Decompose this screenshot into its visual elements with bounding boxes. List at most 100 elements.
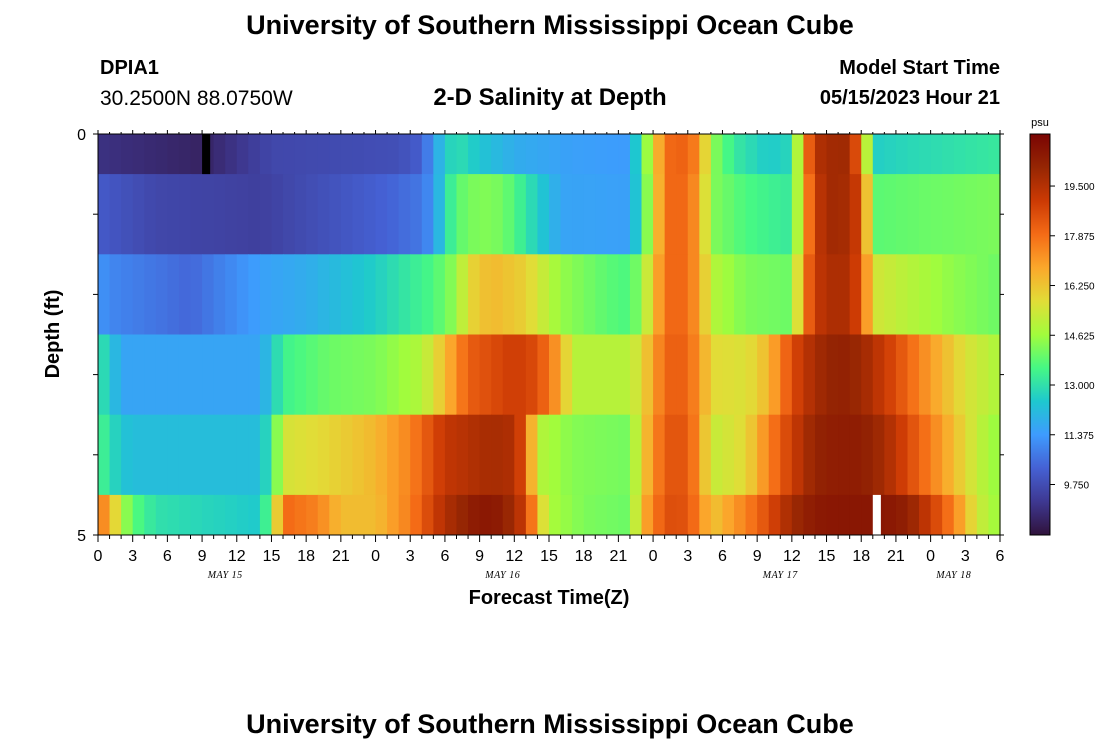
heatmap-cell (352, 414, 365, 496)
heatmap-cell (525, 174, 539, 255)
heatmap-cell (225, 494, 238, 536)
x-tick-label: 9 (753, 548, 762, 565)
heatmap-cell (537, 254, 550, 335)
heatmap-cell (363, 414, 377, 496)
heatmap-cell (421, 414, 434, 496)
heatmap-cell (155, 334, 168, 416)
heatmap-cell (653, 174, 666, 255)
heatmap-cell (629, 254, 643, 335)
heatmap-cell (803, 334, 816, 416)
heatmap-cell (352, 134, 365, 175)
heatmap-cell (398, 174, 411, 255)
heatmap-cell (549, 494, 562, 536)
heatmap-cell (953, 174, 966, 255)
heatmap-cell (144, 414, 157, 496)
heatmap-cell (895, 254, 909, 335)
heatmap-cell (202, 174, 215, 255)
chart-axes: Depth (ft) Forecast Time(Z) 0 3 6 9 12 15 18 21… (42, 127, 1005, 609)
heatmap-cell (456, 414, 469, 496)
heatmap-cell (895, 174, 909, 255)
heatmap-cell (225, 134, 238, 175)
heatmap-cell (849, 414, 862, 496)
heatmap-cell (109, 254, 122, 335)
heatmap-cell (629, 414, 643, 496)
heatmap-cell (259, 334, 273, 416)
heatmap-cell (329, 414, 342, 496)
heatmap-cell (340, 494, 354, 536)
heatmap-cell (676, 134, 689, 175)
heatmap-cell (734, 334, 747, 416)
heatmap-cell (757, 134, 770, 175)
heatmap-cell (144, 494, 157, 536)
heatmap-cell (421, 174, 434, 255)
heatmap-cell (606, 494, 619, 536)
colorbar-tick-label: 11.375 (1064, 431, 1094, 442)
heatmap-cell (202, 414, 215, 496)
heatmap-cell (768, 334, 781, 416)
x-tick-label: 9 (198, 548, 207, 565)
heatmap-cell (768, 134, 781, 175)
heatmap-cell (109, 494, 122, 536)
heatmap-cell (352, 334, 365, 416)
heatmap-cell (676, 254, 689, 335)
heatmap-cell (595, 254, 608, 335)
heatmap-cell (722, 334, 735, 416)
x-tick-label: 15 (540, 548, 558, 565)
heatmap-cell (259, 414, 273, 496)
heatmap-cell (687, 254, 700, 335)
heatmap-cell (710, 174, 724, 255)
heatmap-cell (676, 414, 689, 496)
heatmap-cell (410, 254, 423, 335)
x-tick-label: 18 (297, 548, 315, 565)
heatmap-cell (560, 134, 573, 175)
heatmap-cell (676, 174, 689, 255)
x-tick-label: 21 (609, 548, 627, 565)
heatmap-cell (687, 134, 700, 175)
heatmap-cell (872, 134, 885, 175)
heatmap-cell (687, 334, 700, 416)
heatmap-cell (375, 254, 388, 335)
heatmap-cell (687, 174, 700, 255)
heatmap-cell (225, 414, 238, 496)
heatmap-cell (294, 334, 307, 416)
x-date-label: MAY 15 (207, 570, 243, 581)
x-tick-label: 21 (332, 548, 350, 565)
x-tick-label: 21 (887, 548, 905, 565)
heatmap-cell (595, 334, 608, 416)
heatmap-cell (340, 414, 354, 496)
heatmap-cell (502, 254, 515, 335)
heatmap-cell (236, 494, 249, 536)
heatmap-cell (942, 174, 955, 255)
missing-data-cell (872, 494, 881, 535)
heatmap-cell (283, 494, 296, 536)
heatmap-cell (294, 254, 307, 335)
heatmap-cell (306, 414, 319, 496)
heatmap-cell (421, 334, 434, 416)
heatmap-cell (190, 174, 203, 255)
heatmap-cell (248, 134, 261, 175)
heatmap-cell (178, 494, 192, 536)
heatmap-cell (884, 334, 897, 416)
heatmap-cell (433, 254, 446, 335)
heatmap-cell (953, 334, 966, 416)
heatmap-cell (132, 134, 145, 175)
heatmap-cell (826, 494, 839, 536)
x-tick-label: 9 (475, 548, 484, 565)
heatmap-cell (433, 134, 446, 175)
heatmap-cell (259, 494, 273, 536)
heatmap-cell (884, 134, 897, 175)
heatmap-cell (641, 254, 654, 335)
heatmap-cell (549, 254, 562, 335)
heatmap-cell (653, 414, 666, 496)
heatmap-cell (144, 334, 157, 416)
heatmap-cell (930, 414, 943, 496)
heatmap-cell (363, 254, 377, 335)
heatmap-cell (861, 494, 874, 536)
heatmap-cell (930, 494, 943, 536)
heatmap-cell (444, 254, 458, 335)
heatmap-cell (479, 494, 492, 536)
heatmap-cell (791, 414, 805, 496)
heatmap-cell (167, 494, 180, 536)
heatmap-cell (560, 414, 573, 496)
